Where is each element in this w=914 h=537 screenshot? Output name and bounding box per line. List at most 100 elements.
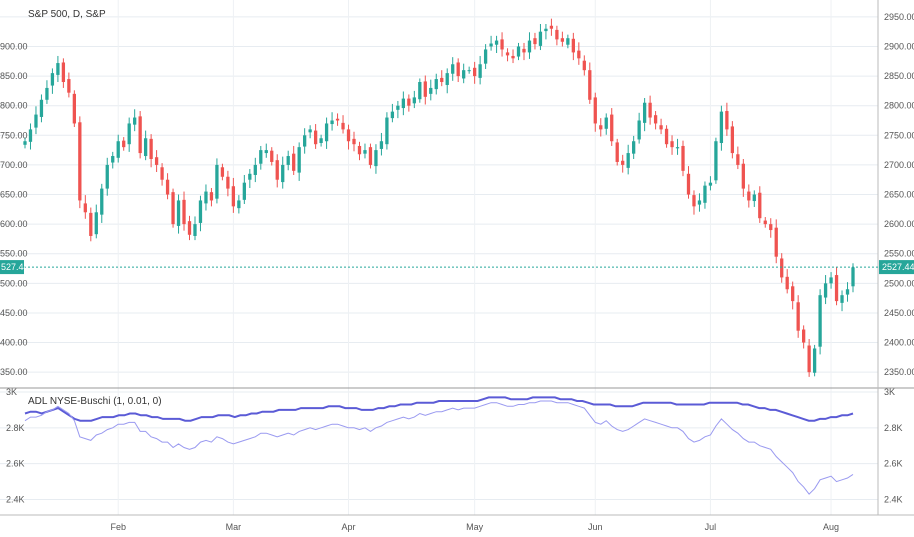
candle-body — [352, 138, 356, 145]
adl-lines — [24, 396, 854, 495]
candle-body — [708, 182, 713, 186]
candle-body — [390, 111, 395, 119]
candle-body — [253, 164, 257, 175]
candle-body — [160, 167, 164, 180]
candle-body — [401, 98, 406, 109]
price-tick-left: 650.00 — [0, 190, 28, 200]
candle-body — [346, 129, 351, 142]
candle-body — [303, 135, 307, 147]
candle-body — [599, 125, 603, 130]
candle-body — [796, 302, 800, 331]
last-price-label-right: 2527.44 — [882, 262, 914, 272]
candle-body — [741, 163, 745, 189]
candle-body — [626, 153, 630, 168]
candle-body — [83, 203, 87, 213]
candle-body — [802, 329, 806, 343]
candle-body — [725, 111, 729, 130]
price-tick-right: 2550.00 — [884, 249, 914, 259]
candle-body — [483, 49, 488, 64]
candle-body — [659, 125, 663, 130]
candle-body — [747, 191, 751, 201]
candle-body — [34, 114, 38, 128]
candle-body — [105, 164, 109, 189]
candle-body — [39, 99, 44, 117]
price-tick-right: 2950.00 — [884, 12, 914, 22]
candle-body — [319, 138, 323, 144]
candle-body — [555, 29, 559, 40]
candle-body — [675, 147, 680, 149]
candle-body — [407, 98, 411, 106]
candle-body — [615, 142, 619, 162]
candle-body — [582, 60, 586, 71]
candle-body — [829, 277, 833, 284]
indicator-tick-right: 2.4K — [884, 494, 903, 504]
candle-body — [330, 120, 334, 125]
candle-body — [297, 147, 301, 173]
time-tick-label: Feb — [110, 522, 126, 532]
price-chart-title: S&P 500, D, S&P — [28, 9, 106, 20]
candle-body — [648, 102, 652, 118]
candle-body — [335, 118, 340, 121]
candle-body — [357, 145, 362, 155]
adl-line-main — [24, 396, 854, 422]
candle-body — [56, 63, 60, 75]
candle-body — [632, 141, 636, 154]
candle-body — [412, 97, 416, 104]
price-tick-right: 2800.00 — [884, 101, 914, 111]
candle-body — [94, 212, 98, 235]
candle-body — [45, 87, 49, 100]
candle-body — [560, 38, 565, 42]
candle-body — [286, 156, 290, 165]
indicator-tick-right: 2.6K — [884, 459, 903, 469]
candle-body — [774, 227, 778, 257]
candle-body — [610, 114, 614, 142]
candle-body — [818, 295, 822, 347]
candle-body — [621, 160, 625, 165]
candle-body — [719, 111, 724, 144]
indicator-tick-left: 2.8K — [6, 423, 25, 433]
candle-body — [472, 67, 477, 77]
candle-body — [127, 123, 131, 145]
candle-body — [851, 267, 855, 287]
candle-body — [686, 173, 691, 195]
candle-body — [522, 48, 526, 53]
candle-body — [138, 116, 142, 154]
candle-body — [807, 345, 811, 373]
candle-body — [456, 62, 460, 77]
candle-body — [462, 70, 466, 79]
candle-body — [23, 141, 27, 145]
candle-body — [511, 55, 515, 59]
candle-body — [834, 275, 839, 302]
price-tick-right: 2400.00 — [884, 338, 914, 348]
candle-body — [28, 129, 33, 142]
candle-body — [604, 117, 608, 129]
candle-body — [769, 224, 773, 231]
candle-body — [237, 200, 241, 209]
candle-body — [78, 122, 82, 201]
candle-body — [538, 31, 543, 46]
candle-body — [149, 138, 153, 159]
price-tick-left: 850.00 — [0, 71, 28, 81]
candle-body — [445, 73, 449, 85]
time-tick-label: Apr — [342, 522, 356, 532]
price-tick-left: 750.00 — [0, 130, 28, 140]
price-tick-right: 2700.00 — [884, 160, 914, 170]
candle-body — [165, 179, 170, 195]
candle-body — [116, 141, 120, 158]
candle-body — [440, 77, 444, 83]
candle-body — [72, 93, 76, 124]
candle-body — [226, 176, 230, 189]
axes: 2950.00 2900.00 2850.00 2800.00 2750.00 2700.… — [0, 12, 914, 532]
candle-body — [215, 164, 219, 199]
candle-body — [500, 39, 504, 50]
candle-body — [133, 117, 137, 125]
time-tick-label: Jun — [588, 522, 603, 532]
price-tick-right: 2750.00 — [884, 130, 914, 140]
price-tick-left: 700.00 — [0, 160, 28, 170]
candle-body — [61, 62, 66, 83]
candle-body — [363, 150, 367, 154]
candle-body — [758, 192, 762, 219]
grid — [0, 0, 878, 515]
candle-body — [752, 194, 756, 202]
